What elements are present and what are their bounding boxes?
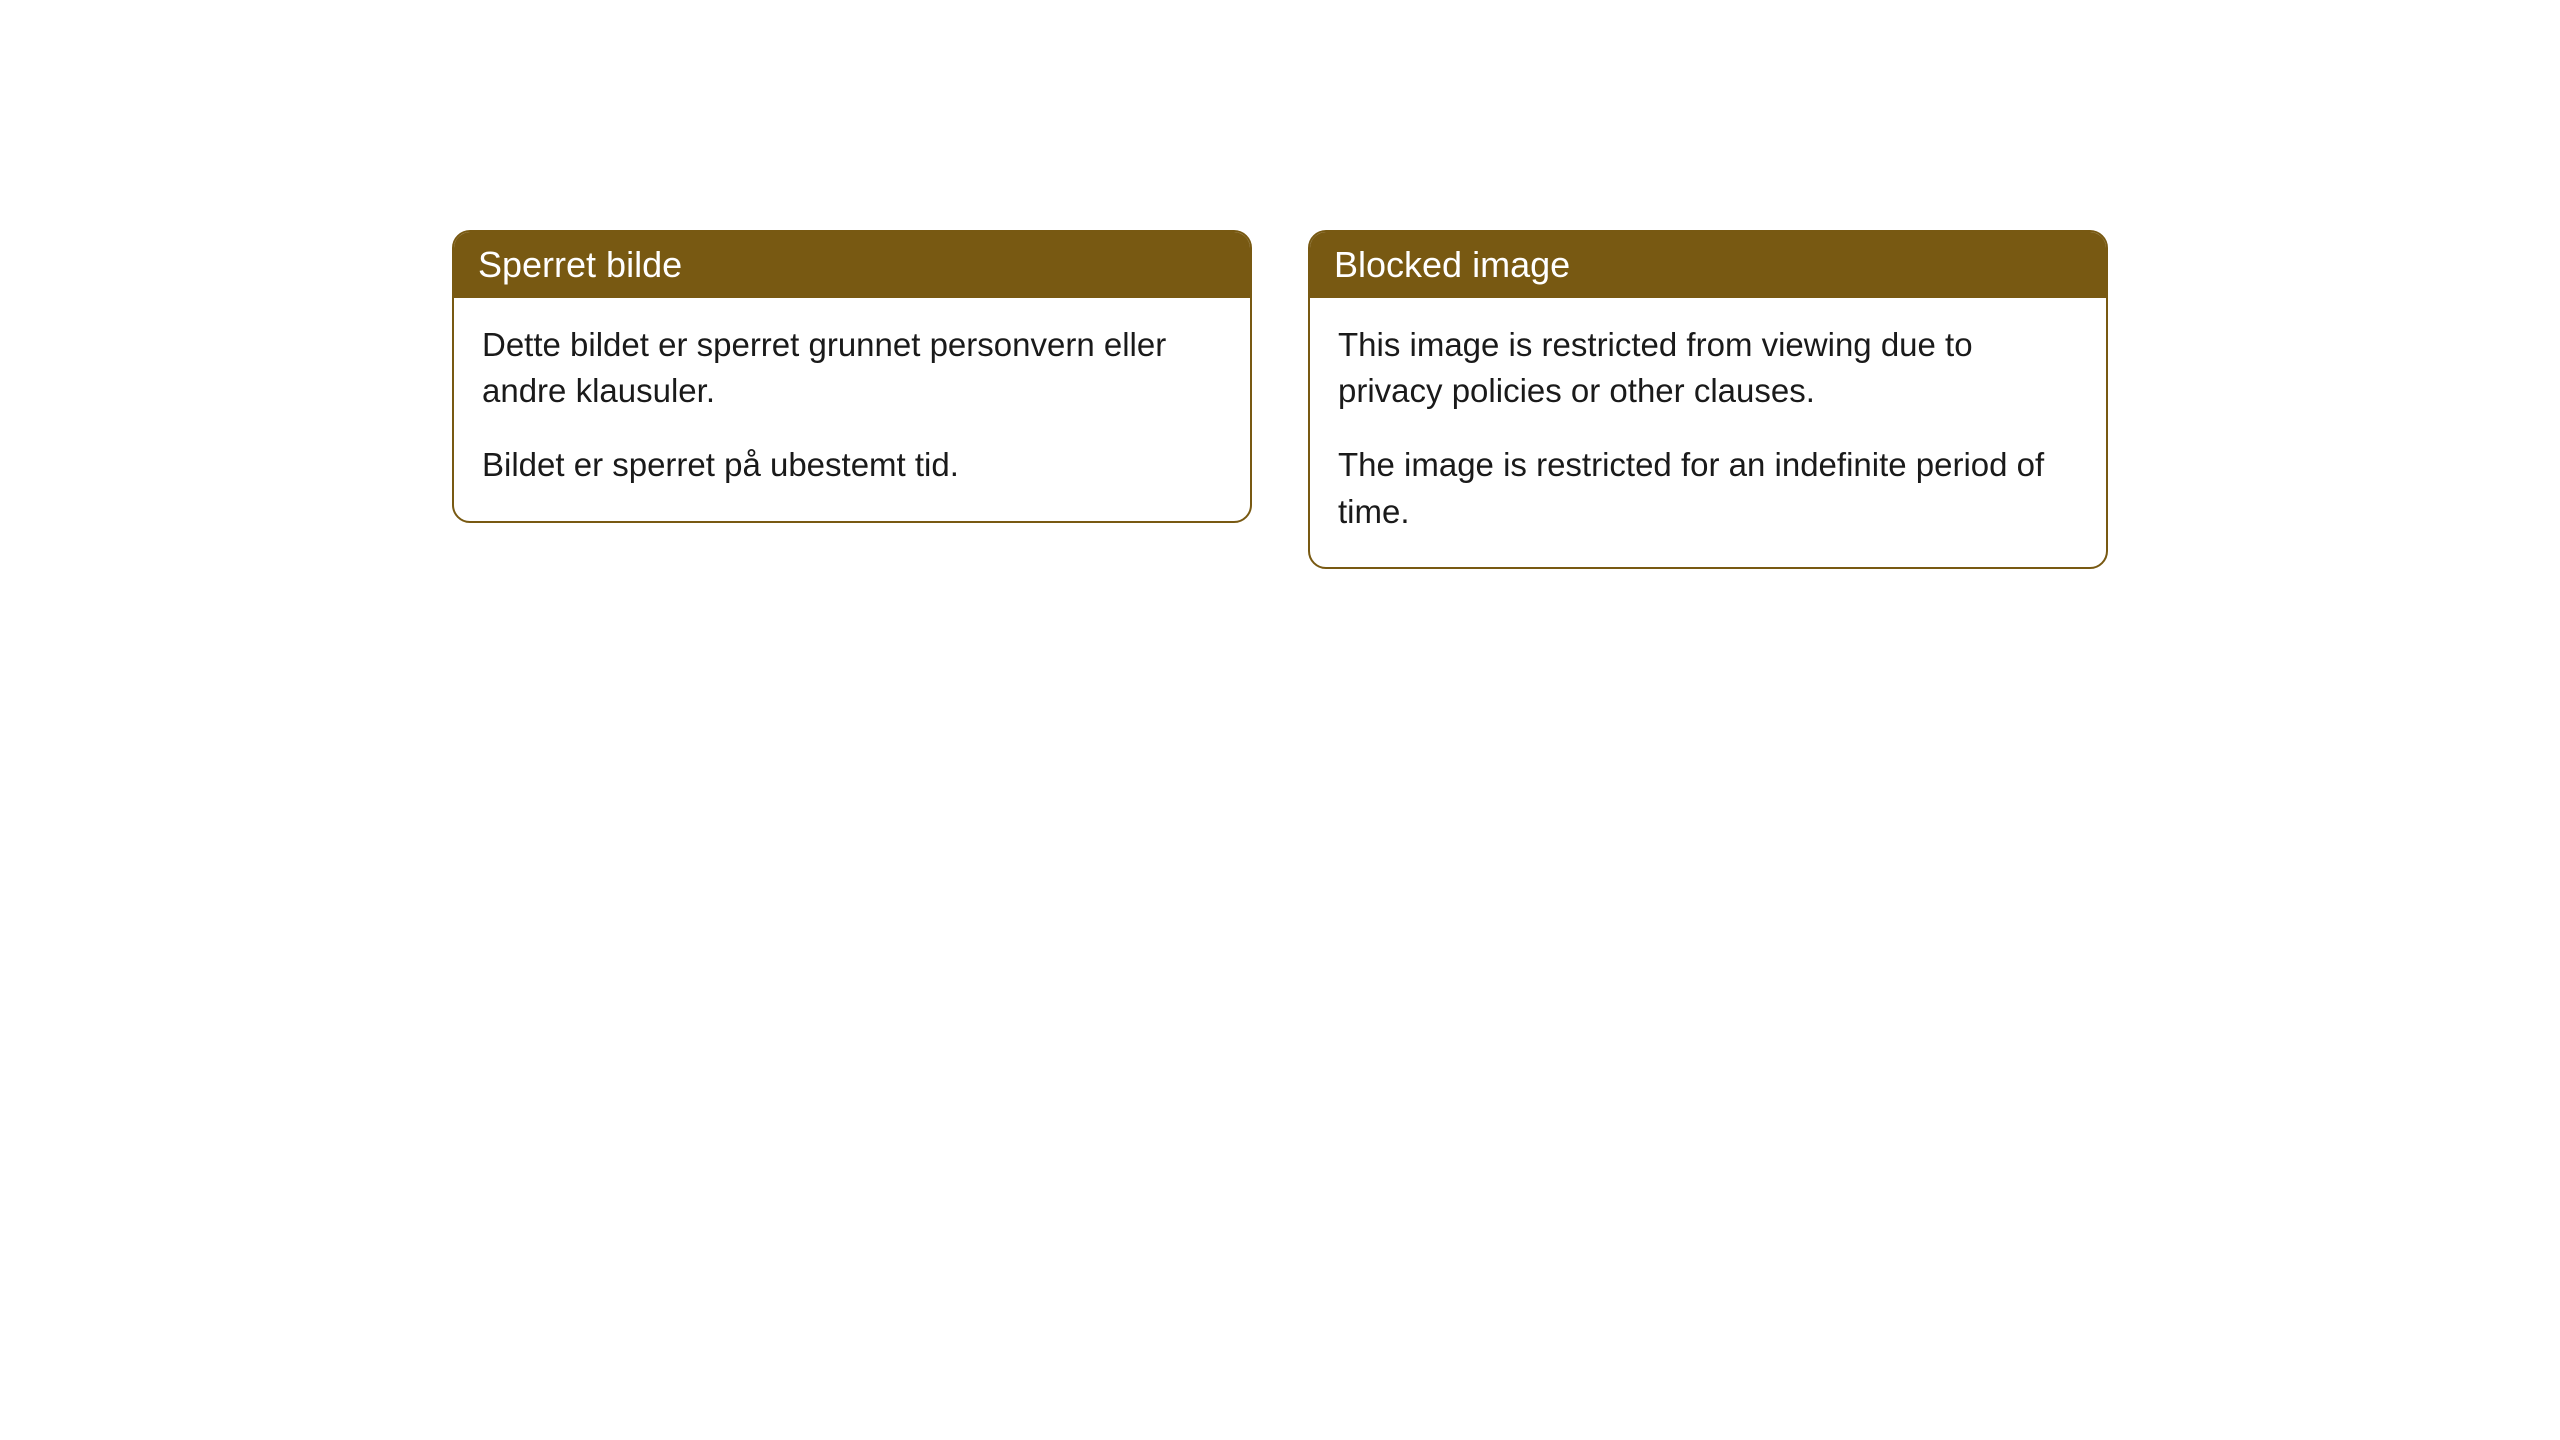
notice-card-norwegian: Sperret bilde Dette bildet er sperret gr…	[452, 230, 1252, 523]
card-body-english: This image is restricted from viewing du…	[1310, 298, 2106, 567]
card-header-norwegian: Sperret bilde	[454, 232, 1250, 298]
paragraph-norwegian-2: Bildet er sperret på ubestemt tid.	[482, 442, 1222, 488]
notice-card-english: Blocked image This image is restricted f…	[1308, 230, 2108, 569]
paragraph-english-2: The image is restricted for an indefinit…	[1338, 442, 2078, 534]
card-body-norwegian: Dette bildet er sperret grunnet personve…	[454, 298, 1250, 521]
notice-container: Sperret bilde Dette bildet er sperret gr…	[452, 230, 2108, 1440]
paragraph-english-1: This image is restricted from viewing du…	[1338, 322, 2078, 414]
paragraph-norwegian-1: Dette bildet er sperret grunnet personve…	[482, 322, 1222, 414]
card-header-english: Blocked image	[1310, 232, 2106, 298]
